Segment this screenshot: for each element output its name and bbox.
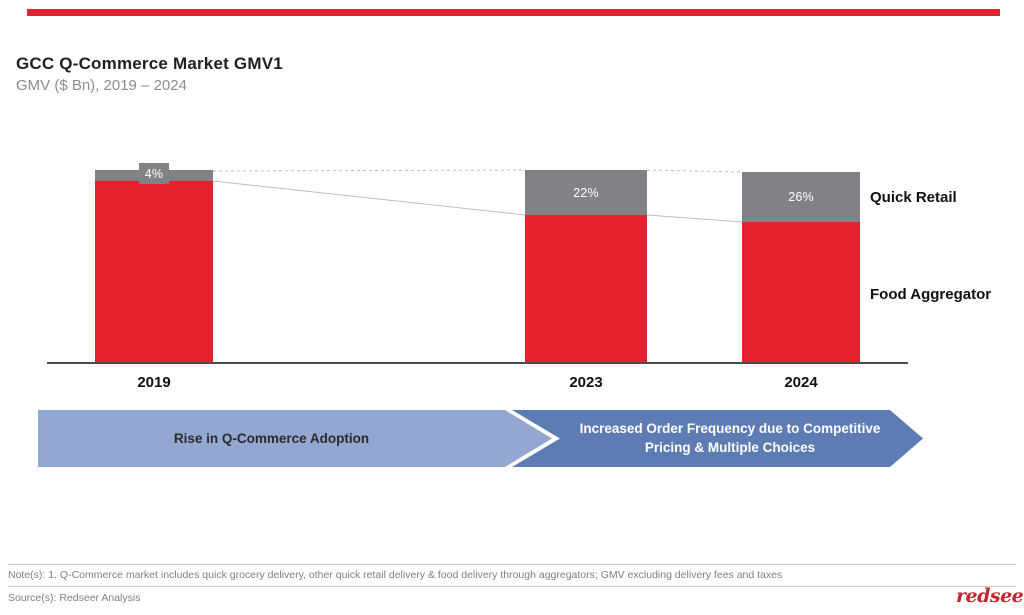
segment-label-2024: 26% [788, 190, 814, 204]
stacked-bar-2024: 26% [742, 172, 860, 363]
process-arrow-order-frequency: Increased Order Frequency due to Competi… [512, 410, 923, 467]
page-subtitle: GMV ($ Bn), 2019 – 2024 [16, 77, 187, 94]
stacked-bar-2019 [95, 170, 213, 363]
process-arrow-order-frequency-label: Increased Order Frequency due to Competi… [579, 420, 881, 455]
x-axis-line [47, 362, 908, 364]
food-aggregator-segment-2023 [525, 215, 647, 363]
top-accent-bar [27, 9, 1000, 16]
process-arrow-adoption-label: Rise in Q-Commerce Adoption [173, 431, 370, 446]
x-tick-2019: 2019 [137, 374, 171, 391]
x-tick-2023: 2023 [569, 374, 603, 391]
legend-quick-retail: Quick Retail [870, 189, 957, 206]
segment-label-2019: 4% [144, 166, 164, 181]
process-arrow-adoption: Rise in Q-Commerce Adoption [38, 410, 552, 467]
quick-retail-segment-2023: 22% [525, 170, 647, 215]
footnote-text: Note(s): 1. Q-Commerce market includes q… [8, 569, 783, 581]
legend-food-aggregator: Food Aggregator [870, 286, 992, 303]
footer-divider-bottom [8, 586, 1016, 587]
x-tick-2024: 2024 [784, 374, 818, 391]
quick-retail-segment-2024: 26% [742, 172, 860, 222]
page-title: GCC Q-Commerce Market GMV1 [16, 54, 283, 73]
stacked-bar-2023: 22% [525, 170, 647, 363]
footer-divider-top [8, 564, 1016, 565]
source-text: Source(s): Redseer Analysis [8, 592, 141, 604]
segment-label-2023: 22% [573, 185, 599, 200]
connector-lines [212, 169, 743, 223]
segment-label-box-2019: 4% [139, 163, 169, 184]
redseer-logo: redseer [956, 585, 1024, 607]
food-aggregator-segment-2019 [95, 181, 213, 363]
food-aggregator-segment-2024 [742, 222, 860, 363]
